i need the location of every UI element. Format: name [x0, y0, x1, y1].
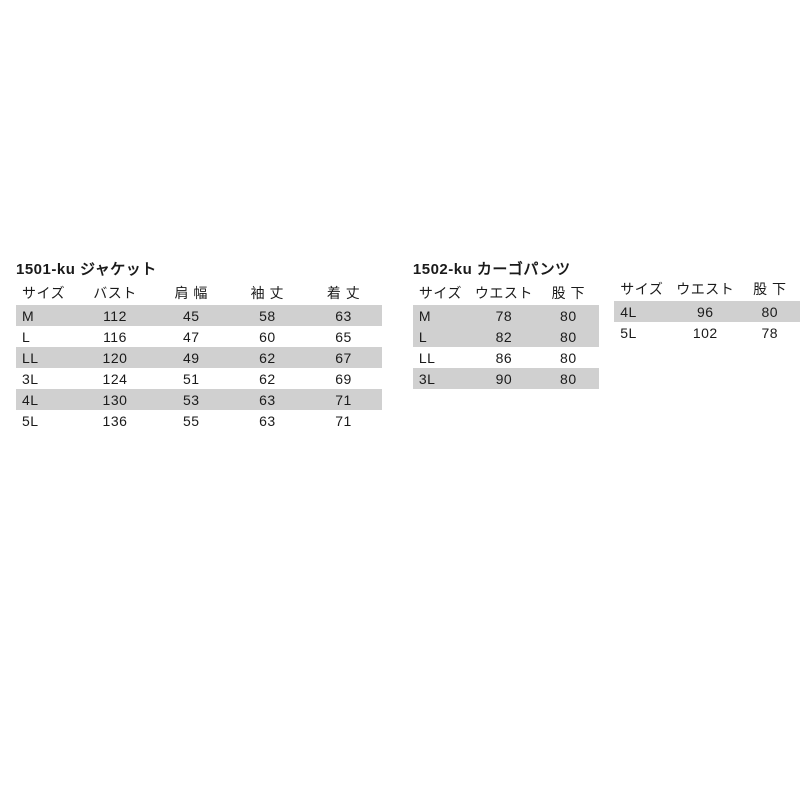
cell: LL [16, 347, 77, 368]
cell: 96 [671, 301, 739, 322]
cell: 86 [470, 347, 538, 368]
jacket-col-bust: バスト [77, 281, 153, 305]
pants2-body: 4L 96 80 5L 102 78 [614, 301, 800, 343]
pants-table: サイズ ウエスト 股 下 M 78 80 L 82 80 [413, 281, 599, 389]
cell: 3L [16, 368, 77, 389]
cell: 62 [229, 368, 305, 389]
cell: 4L [614, 301, 671, 322]
cell: M [16, 305, 77, 326]
pants2-col-inseam: 股 下 [740, 277, 800, 301]
cell: L [16, 326, 77, 347]
cell: LL [413, 347, 470, 368]
pants-col-inseam: 股 下 [538, 281, 599, 305]
pants-block: 1502-ku カーゴパンツ サイズ ウエスト 股 下 M 78 80 [413, 258, 599, 389]
jacket-col-length: 着 丈 [305, 281, 381, 305]
table-row: 4L 130 53 63 71 [16, 389, 382, 410]
cell: 67 [305, 347, 381, 368]
jacket-header-row: サイズ バスト 肩 幅 袖 丈 着 丈 [16, 281, 382, 305]
table-row: M 112 45 58 63 [16, 305, 382, 326]
cell: 45 [153, 305, 229, 326]
table-row: 5L 102 78 [614, 322, 800, 343]
pants2-title-spacer [614, 258, 800, 275]
jacket-col-size: サイズ [16, 281, 77, 305]
cell: 49 [153, 347, 229, 368]
cell: 71 [305, 410, 381, 431]
cell: 65 [305, 326, 381, 347]
table-row: 5L 136 55 63 71 [16, 410, 382, 431]
page: 1501-ku ジャケット サイズ バスト 肩 幅 袖 丈 着 丈 M 112 [0, 0, 800, 800]
cell: 80 [538, 326, 599, 347]
cell: 63 [229, 389, 305, 410]
cell: 102 [671, 322, 739, 343]
cell: 62 [229, 347, 305, 368]
cell: 80 [740, 301, 800, 322]
pants-header-row: サイズ ウエスト 股 下 [413, 281, 599, 305]
table-row: 3L 90 80 [413, 368, 599, 389]
cell: 47 [153, 326, 229, 347]
cell: 51 [153, 368, 229, 389]
pants-body: M 78 80 L 82 80 LL 86 80 3 [413, 305, 599, 389]
table-row: LL 86 80 [413, 347, 599, 368]
cell: 136 [77, 410, 153, 431]
cell: 80 [538, 305, 599, 326]
cell: L [413, 326, 470, 347]
pants2-col-waist: ウエスト [671, 277, 739, 301]
table-row: 4L 96 80 [614, 301, 800, 322]
cell: 80 [538, 368, 599, 389]
table-row: LL 120 49 62 67 [16, 347, 382, 368]
size-tables: 1501-ku ジャケット サイズ バスト 肩 幅 袖 丈 着 丈 M 112 [16, 258, 800, 431]
cell: 82 [470, 326, 538, 347]
cell: 4L [16, 389, 77, 410]
cell: 5L [16, 410, 77, 431]
cell: 58 [229, 305, 305, 326]
cell: 71 [305, 389, 381, 410]
cell: 120 [77, 347, 153, 368]
cell: 55 [153, 410, 229, 431]
pants-col-size: サイズ [413, 281, 470, 305]
cell: 69 [305, 368, 381, 389]
cell: 130 [77, 389, 153, 410]
cell: 78 [470, 305, 538, 326]
pants2-col-size: サイズ [614, 277, 671, 301]
pants2-table: サイズ ウエスト 股 下 4L 96 80 5L 102 78 [614, 277, 800, 343]
cell: 90 [470, 368, 538, 389]
cell: 80 [538, 347, 599, 368]
cell: 5L [614, 322, 671, 343]
table-row: 3L 124 51 62 69 [16, 368, 382, 389]
pants2-block: サイズ ウエスト 股 下 4L 96 80 5L 102 78 [614, 258, 800, 343]
cell: 124 [77, 368, 153, 389]
cell: M [413, 305, 470, 326]
pants-col-waist: ウエスト [470, 281, 538, 305]
cell: 63 [305, 305, 381, 326]
jacket-body: M 112 45 58 63 L 116 47 60 65 LL [16, 305, 382, 431]
table-row: L 116 47 60 65 [16, 326, 382, 347]
table-row: L 82 80 [413, 326, 599, 347]
cell: 116 [77, 326, 153, 347]
jacket-title: 1501-ku ジャケット [16, 258, 382, 279]
jacket-col-shoulder: 肩 幅 [153, 281, 229, 305]
pants-title: 1502-ku カーゴパンツ [413, 258, 599, 279]
cell: 53 [153, 389, 229, 410]
cell: 112 [77, 305, 153, 326]
table-row: M 78 80 [413, 305, 599, 326]
jacket-table: サイズ バスト 肩 幅 袖 丈 着 丈 M 112 45 58 63 [16, 281, 382, 431]
cell: 60 [229, 326, 305, 347]
jacket-col-sleeve: 袖 丈 [229, 281, 305, 305]
jacket-block: 1501-ku ジャケット サイズ バスト 肩 幅 袖 丈 着 丈 M 112 [16, 258, 382, 431]
cell: 63 [229, 410, 305, 431]
cell: 3L [413, 368, 470, 389]
pants2-header-row: サイズ ウエスト 股 下 [614, 277, 800, 301]
cell: 78 [740, 322, 800, 343]
